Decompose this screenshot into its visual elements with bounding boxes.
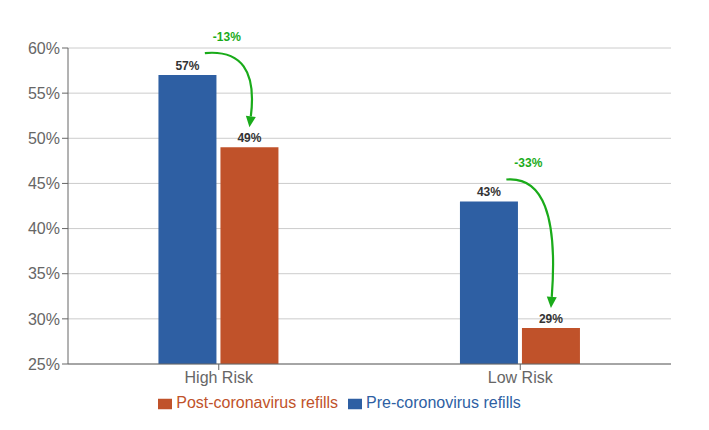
html-text:Post-coronavirus refills: Post-coronavirus refills bbox=[176, 394, 338, 411]
svg-text:50%: 50% bbox=[28, 130, 60, 147]
svg-text:49%: 49% bbox=[237, 131, 261, 145]
svg-text:55%: 55% bbox=[28, 85, 60, 102]
svg-text:25%: 25% bbox=[28, 356, 60, 373]
svg-text:43%: 43% bbox=[477, 185, 501, 199]
svg-text:-33%: -33% bbox=[514, 156, 542, 170]
svg-text:35%: 35% bbox=[28, 265, 60, 282]
svg-text:45%: 45% bbox=[28, 175, 60, 192]
svg-text:High Risk: High Risk bbox=[185, 369, 254, 386]
svg-text:-13%: -13% bbox=[213, 30, 241, 44]
svg-text:57%: 57% bbox=[175, 59, 199, 73]
svg-text:40%: 40% bbox=[28, 220, 60, 237]
svg-text:29%: 29% bbox=[539, 312, 563, 326]
svg-text:30%: 30% bbox=[28, 311, 60, 328]
html-text:Pre-coronovirus refills: Pre-coronovirus refills bbox=[366, 394, 521, 411]
svg-text:Low Risk: Low Risk bbox=[488, 369, 554, 386]
svg-text:60%: 60% bbox=[28, 40, 60, 57]
